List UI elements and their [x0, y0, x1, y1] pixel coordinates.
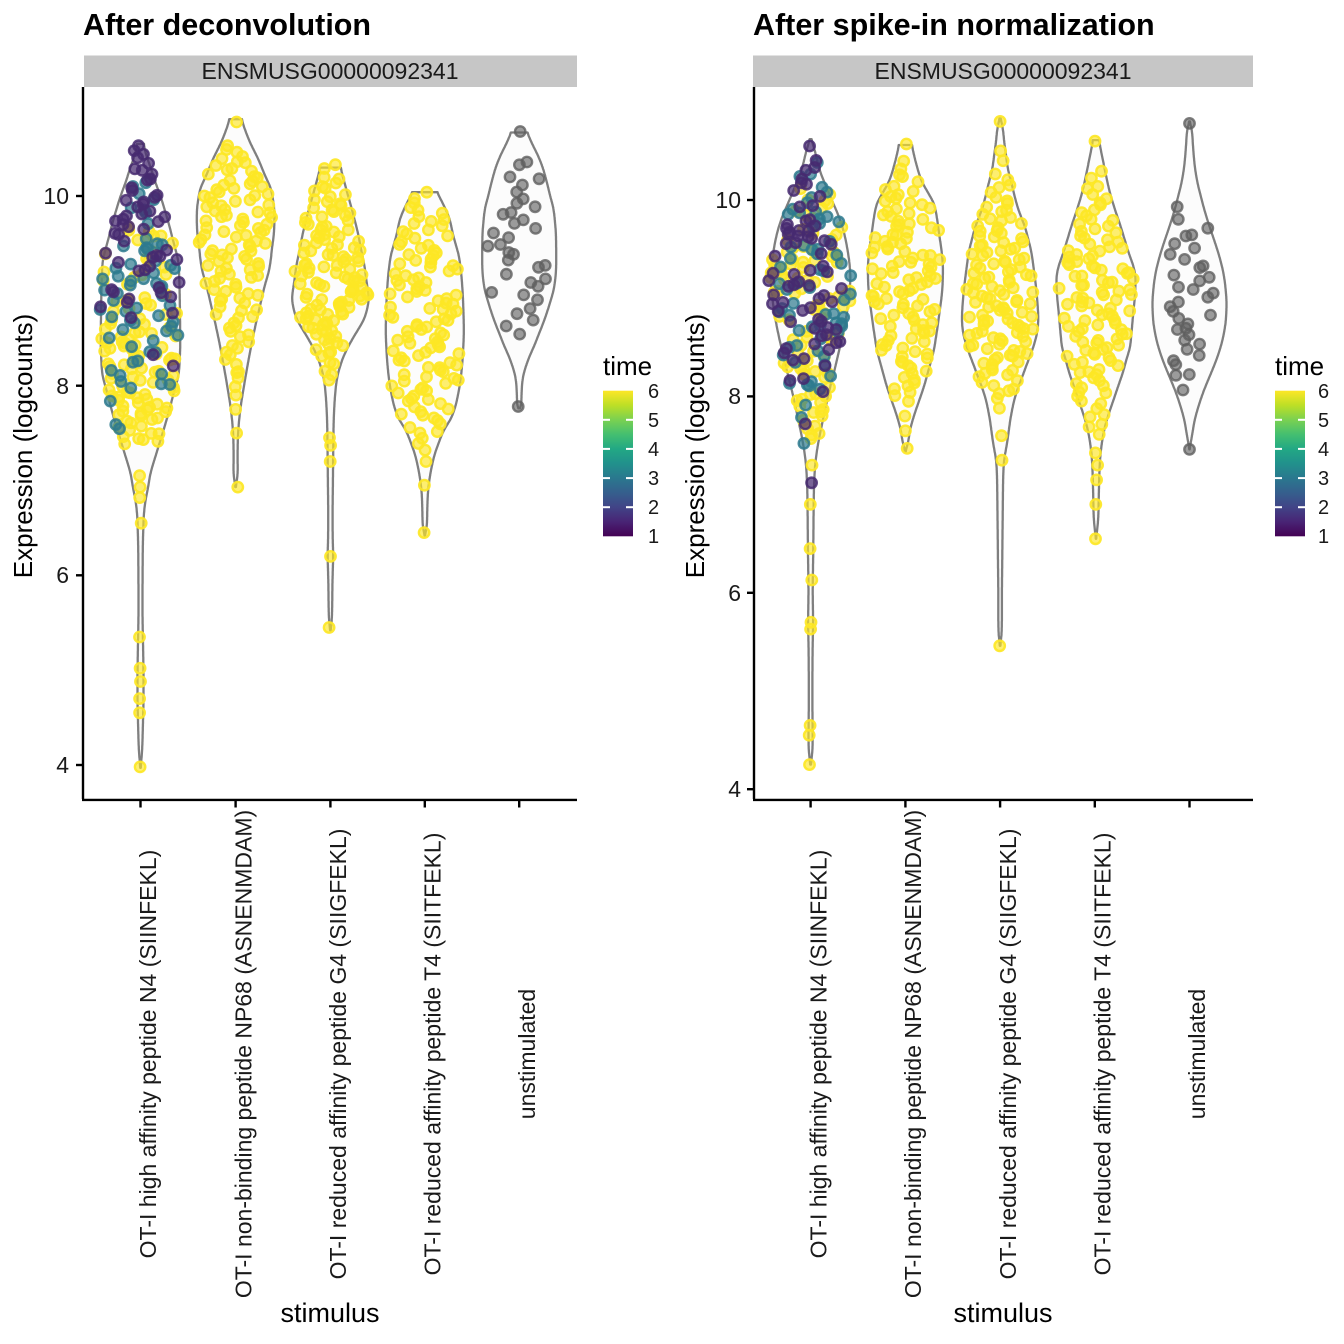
svg-text:4: 4	[1318, 439, 1329, 461]
svg-text:6: 6	[56, 562, 69, 588]
svg-text:time: time	[603, 351, 652, 381]
svg-text:5: 5	[1318, 410, 1329, 432]
svg-text:OT-I reduced affinity peptide: OT-I reduced affinity peptide G4 (SIIGFE…	[995, 829, 1021, 1280]
svg-text:After deconvolution: After deconvolution	[83, 8, 371, 42]
svg-text:stimulus: stimulus	[953, 1298, 1052, 1328]
svg-text:5: 5	[648, 410, 659, 432]
svg-text:3: 3	[1318, 468, 1329, 490]
svg-text:OT-I reduced affinity peptide: OT-I reduced affinity peptide G4 (SIIGFE…	[325, 829, 351, 1280]
svg-text:2: 2	[648, 497, 659, 519]
svg-text:OT-I non-binding peptide NP68: OT-I non-binding peptide NP68 (ASNENMDAM…	[900, 810, 926, 1298]
svg-text:After spike-in normalization: After spike-in normalization	[753, 8, 1155, 42]
svg-text:OT-I high affinity peptide N4: OT-I high affinity peptide N4 (SIINFEKL)	[135, 850, 161, 1259]
svg-text:OT-I reduced affinity peptide: OT-I reduced affinity peptide T4 (SIITFE…	[1090, 833, 1116, 1276]
svg-text:unstimulated: unstimulated	[514, 989, 540, 1119]
svg-text:4: 4	[728, 776, 741, 802]
svg-text:8: 8	[56, 373, 69, 399]
svg-text:ENSMUSG00000092341: ENSMUSG00000092341	[202, 58, 459, 84]
svg-text:4: 4	[648, 439, 659, 461]
svg-text:2: 2	[1318, 497, 1329, 519]
svg-text:OT-I high affinity peptide N4: OT-I high affinity peptide N4 (SIINFEKL)	[805, 850, 831, 1259]
svg-text:6: 6	[648, 381, 659, 403]
svg-text:1: 1	[1318, 526, 1329, 548]
svg-text:unstimulated: unstimulated	[1184, 989, 1210, 1119]
svg-text:stimulus: stimulus	[280, 1298, 379, 1328]
svg-text:6: 6	[728, 580, 741, 606]
svg-text:OT-I non-binding peptide NP68: OT-I non-binding peptide NP68 (ASNENMDAM…	[230, 810, 256, 1298]
svg-text:10: 10	[43, 183, 69, 209]
svg-text:6: 6	[1318, 381, 1329, 403]
svg-text:OT-I reduced affinity peptide: OT-I reduced affinity peptide T4 (SIITFE…	[420, 833, 446, 1276]
svg-text:Expression (logcounts): Expression (logcounts)	[8, 314, 38, 578]
svg-text:10: 10	[715, 187, 741, 213]
svg-text:ENSMUSG00000092341: ENSMUSG00000092341	[875, 58, 1132, 84]
svg-text:1: 1	[648, 526, 659, 548]
svg-text:4: 4	[56, 752, 69, 778]
svg-text:Expression (logcounts): Expression (logcounts)	[680, 314, 710, 578]
svg-text:8: 8	[728, 383, 741, 409]
svg-text:time: time	[1275, 351, 1324, 381]
svg-text:3: 3	[648, 468, 659, 490]
